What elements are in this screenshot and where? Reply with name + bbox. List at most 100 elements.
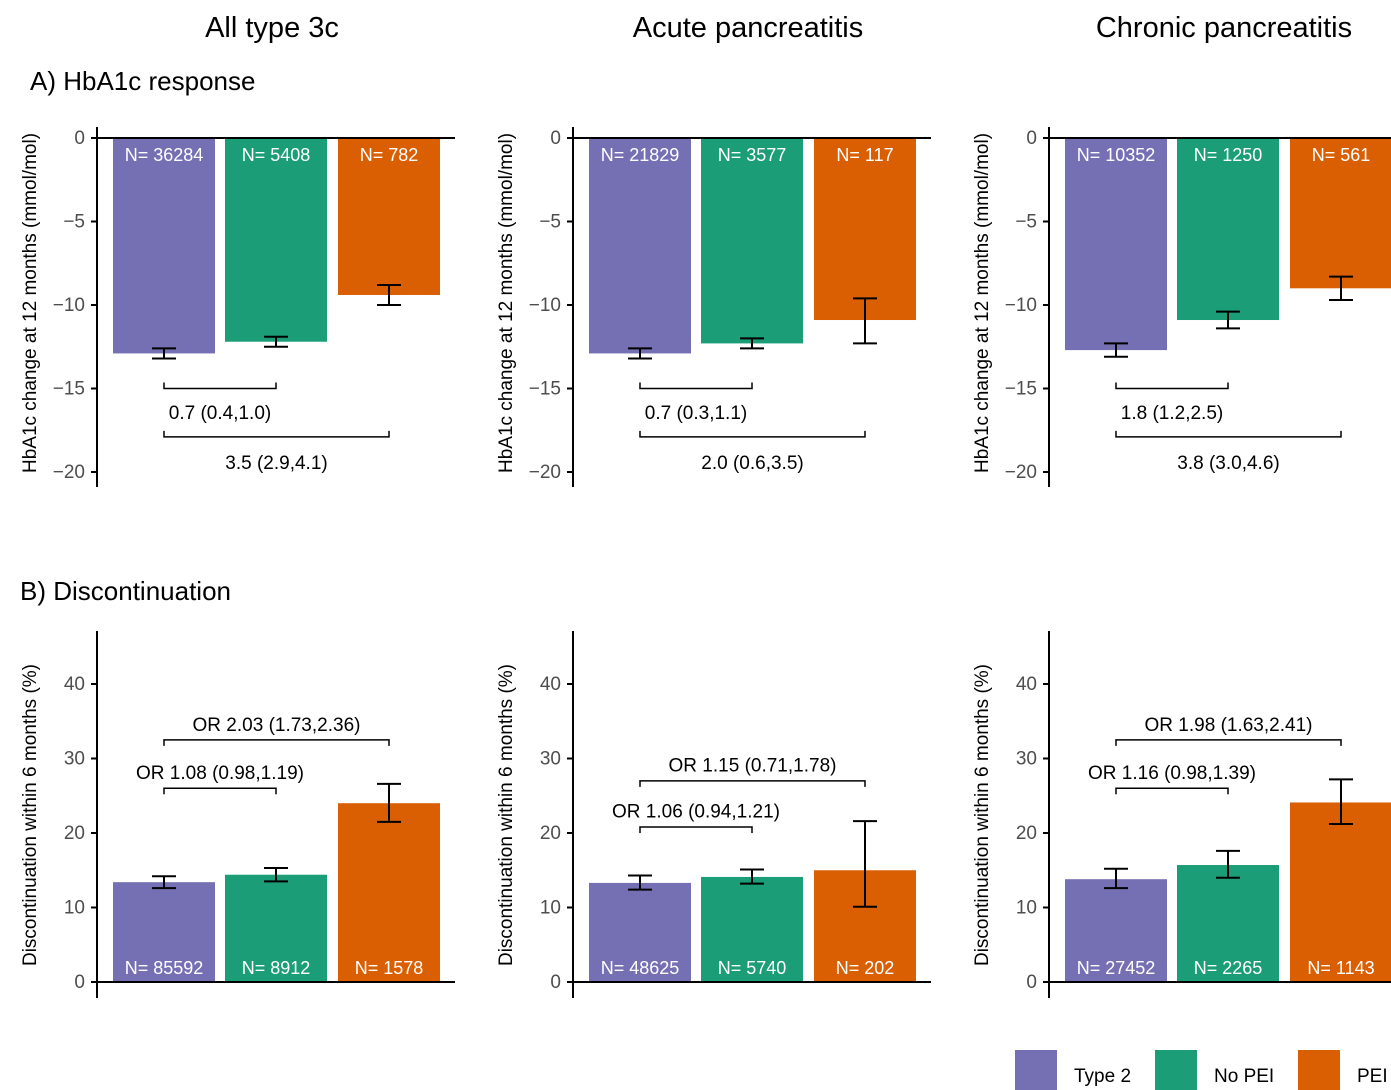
comparison-bracket bbox=[639, 430, 866, 438]
comparison-label: OR 1.16 (0.98,1.39) bbox=[1088, 763, 1256, 784]
comparison-label: 1.8 (1.2,2.5) bbox=[1121, 403, 1223, 424]
comparison-bracket bbox=[163, 787, 277, 795]
legend-label: Type 2 bbox=[1074, 1066, 1131, 1087]
bar-pei bbox=[1290, 802, 1391, 982]
y-tick-label: −10 bbox=[529, 295, 561, 316]
y-tick-label: −10 bbox=[1005, 295, 1037, 316]
bar-type2 bbox=[589, 882, 691, 982]
bar-pei bbox=[1290, 138, 1391, 289]
y-tick-label: −5 bbox=[539, 212, 561, 233]
comparison-bracket bbox=[639, 826, 753, 834]
legend-item-type2: Type 2 bbox=[1015, 1050, 1131, 1090]
comparison-bracket bbox=[1115, 787, 1229, 795]
comparison-label: OR 2.03 (1.73,2.36) bbox=[193, 715, 361, 736]
chart-panel-A-0: 0 −5 −10 −15 −20 HbA1c change at 12 months (m… bbox=[20, 127, 455, 487]
legend-swatch bbox=[1155, 1050, 1197, 1090]
y-tick-label: 10 bbox=[540, 898, 561, 919]
comparison-bracket bbox=[1115, 430, 1342, 438]
chart-panel-A-1: 0 −5 −10 −15 −20 HbA1c change at 12 months (m… bbox=[496, 127, 931, 487]
comparison-bracket bbox=[163, 430, 390, 438]
bar-pei bbox=[338, 138, 440, 295]
comparison-bracket bbox=[639, 780, 866, 787]
bar-type2 bbox=[589, 138, 691, 354]
bar-no_pei bbox=[701, 876, 803, 982]
comparison-bracket bbox=[1115, 739, 1342, 746]
y-tick-label: 0 bbox=[1026, 128, 1037, 149]
y-axis-label: HbA1c change at 12 months (mmol/mol) bbox=[20, 133, 41, 473]
y-tick-label: 20 bbox=[64, 823, 85, 844]
y-tick-label: 30 bbox=[540, 749, 561, 770]
bar-no_pei bbox=[225, 874, 327, 982]
y-tick-label: 0 bbox=[74, 128, 85, 149]
y-tick-label: −20 bbox=[53, 462, 85, 483]
y-tick-label: 10 bbox=[64, 898, 85, 919]
y-tick-label: 30 bbox=[1016, 749, 1037, 770]
legend-label: PEI bbox=[1357, 1066, 1388, 1087]
n-label: N= 3577 bbox=[718, 145, 787, 165]
section-title-hba1c-response: A) HbA1c response bbox=[30, 66, 255, 96]
comparison-label: OR 1.98 (1.63,2.41) bbox=[1145, 715, 1313, 736]
y-tick-label: 40 bbox=[64, 674, 85, 695]
comparison-label: OR 1.08 (0.98,1.19) bbox=[136, 763, 304, 784]
bar-pei bbox=[338, 803, 440, 982]
y-tick-label: −15 bbox=[1005, 379, 1037, 400]
comparison-label: 2.0 (0.6,3.5) bbox=[701, 453, 803, 474]
n-label: N= 10352 bbox=[1077, 145, 1156, 165]
comparison-bracket bbox=[1115, 382, 1229, 390]
bar-pei bbox=[814, 138, 916, 321]
n-label: N= 782 bbox=[360, 145, 419, 165]
y-tick-label: −5 bbox=[1015, 212, 1037, 233]
legend-item-pei: PEI bbox=[1298, 1050, 1388, 1090]
legend-swatch bbox=[1015, 1050, 1057, 1090]
y-tick-label: 0 bbox=[1026, 972, 1037, 993]
n-label: N= 1143 bbox=[1307, 958, 1374, 978]
comparison-bracket bbox=[639, 382, 753, 390]
y-axis-label: HbA1c change at 12 months (mmol/mol) bbox=[496, 133, 517, 473]
n-label: N= 2265 bbox=[1194, 958, 1263, 978]
y-tick-label: −5 bbox=[63, 212, 85, 233]
n-label: N= 117 bbox=[836, 145, 893, 165]
column-title-all-type-3c: All type 3c bbox=[205, 12, 339, 44]
n-label: N= 1250 bbox=[1194, 145, 1263, 165]
n-label: N= 561 bbox=[1312, 145, 1371, 165]
chart-panel-B-1: 0 10 20 30 40 Discontinuation within 6 months… bbox=[496, 631, 931, 998]
comparison-bracket bbox=[163, 739, 390, 746]
comparison-label: 0.7 (0.3,1.1) bbox=[645, 403, 747, 424]
comparison-bracket bbox=[163, 382, 277, 390]
n-label: N= 27452 bbox=[1077, 958, 1156, 978]
y-tick-label: 0 bbox=[550, 128, 561, 149]
y-tick-label: 10 bbox=[1016, 898, 1037, 919]
legend-swatch bbox=[1298, 1050, 1340, 1090]
bar-type2 bbox=[113, 882, 215, 982]
comparison-label: 0.7 (0.4,1.0) bbox=[169, 403, 271, 424]
y-tick-label: −20 bbox=[529, 462, 561, 483]
column-title-chronic-pancreatitis: Chronic pancreatitis bbox=[1096, 12, 1352, 44]
bar-no_pei bbox=[701, 138, 803, 344]
chart-panel-B-0: 0 10 20 30 40 Discontinuation within 6 months… bbox=[20, 631, 455, 998]
comparison-label: OR 1.06 (0.94,1.21) bbox=[612, 802, 780, 823]
n-label: N= 5408 bbox=[242, 145, 311, 165]
bar-no_pei bbox=[1177, 138, 1279, 321]
y-tick-label: 30 bbox=[64, 749, 85, 770]
n-label: N= 85592 bbox=[125, 958, 204, 978]
column-title-acute-pancreatitis: Acute pancreatitis bbox=[633, 12, 864, 44]
legend-label: No PEI bbox=[1214, 1066, 1274, 1087]
bar-type2 bbox=[1065, 138, 1167, 351]
legend: Type 2 No PEI PEI bbox=[1015, 1050, 1388, 1090]
y-tick-label: −20 bbox=[1005, 462, 1037, 483]
y-tick-label: 20 bbox=[1016, 823, 1037, 844]
y-tick-label: −15 bbox=[529, 379, 561, 400]
comparison-label: 3.8 (3.0,4.6) bbox=[1177, 453, 1279, 474]
chart-panel-B-2: 0 10 20 30 40 Discontinuation within 6 months… bbox=[972, 631, 1391, 998]
legend-item-no_pei: No PEI bbox=[1155, 1050, 1274, 1090]
section-title-discontinuation: B) Discontinuation bbox=[20, 576, 231, 606]
bar-no_pei bbox=[1177, 865, 1279, 982]
n-label: N= 202 bbox=[836, 958, 895, 978]
y-axis-label: Discontinuation within 6 months (%) bbox=[496, 664, 517, 966]
column-titles: All type 3c Acute pancreatitis Chronic p… bbox=[205, 12, 1352, 44]
chart-panels: 0 −5 −10 −15 −20 HbA1c change at 12 months (m… bbox=[20, 127, 1391, 998]
comparison-label: 3.5 (2.9,4.1) bbox=[225, 453, 327, 474]
n-label: N= 48625 bbox=[601, 958, 680, 978]
y-axis-label: HbA1c change at 12 months (mmol/mol) bbox=[972, 133, 993, 473]
bar-type2 bbox=[113, 138, 215, 354]
